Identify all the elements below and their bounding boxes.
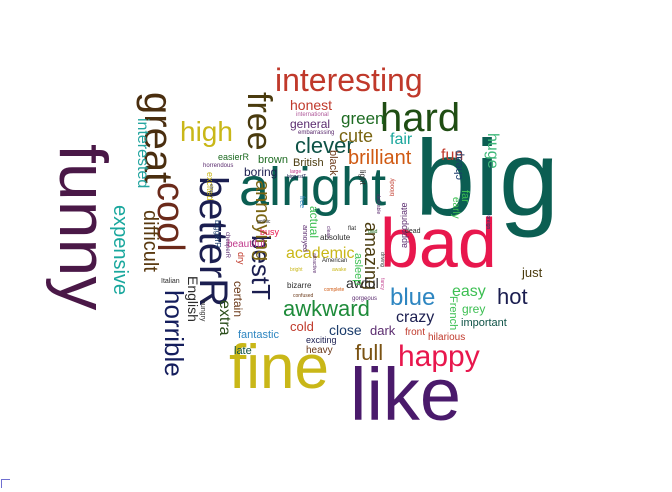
corner-marker — [1, 479, 10, 488]
word: awkward — [283, 296, 370, 321]
word: brown — [258, 154, 288, 166]
word: embarrassing — [298, 130, 335, 136]
word: gorgeous — [352, 296, 378, 302]
word: huge — [484, 133, 501, 169]
word: high — [180, 116, 233, 147]
word: actual — [307, 206, 321, 239]
word: crazy — [396, 309, 435, 326]
word: interesting — [275, 62, 423, 98]
word: dead — [405, 228, 421, 235]
word: fair — [390, 131, 413, 148]
word: annoyed — [301, 225, 308, 252]
word: empty — [208, 184, 214, 198]
word: easierR — [218, 152, 250, 162]
word: attractive — [311, 253, 317, 274]
word: bad — [380, 204, 497, 282]
word: clean — [325, 226, 331, 238]
word: brilliant — [348, 147, 412, 169]
word: French — [447, 296, 459, 331]
word: awake — [332, 267, 347, 273]
word: full — [355, 340, 384, 365]
word: academic — [286, 245, 355, 262]
word: cheaperR — [224, 232, 230, 259]
word: late — [234, 345, 252, 357]
word: green — [341, 109, 385, 128]
word: front — [405, 327, 426, 338]
word: exciting — [306, 335, 337, 345]
word: expensive — [109, 205, 131, 296]
word: appropriate — [399, 202, 409, 248]
word: blue — [390, 284, 436, 311]
word: beautiful — [227, 239, 265, 250]
word: desirable — [375, 194, 381, 215]
word: asleep — [352, 253, 364, 286]
word: important — [461, 317, 507, 329]
word: absolute — [320, 233, 351, 242]
word: horrible — [159, 290, 189, 377]
word: honest — [290, 97, 333, 113]
word: big — [415, 117, 560, 238]
word: certain — [231, 281, 245, 318]
word: fine — [229, 333, 329, 402]
word: American — [322, 258, 348, 264]
word: cute — [339, 126, 374, 146]
word: biggestT — [287, 174, 307, 180]
word: complete — [324, 287, 345, 293]
word: early — [450, 197, 461, 219]
word: free — [298, 196, 305, 209]
word: foreign — [485, 214, 491, 230]
word: horrendous — [203, 163, 234, 169]
word: flat — [348, 226, 357, 232]
word: black — [327, 150, 339, 176]
word: just — [522, 265, 543, 280]
word: bloody — [390, 178, 396, 196]
word: easy — [452, 283, 486, 300]
word: interested — [134, 118, 151, 189]
word: like — [350, 353, 462, 436]
word: happy — [398, 340, 480, 373]
word: alright — [239, 157, 387, 217]
word: close — [329, 322, 362, 338]
word: clever — [295, 133, 354, 158]
word: fun — [441, 147, 464, 164]
word: international — [296, 112, 329, 118]
word: general — [290, 117, 331, 131]
word: hot — [497, 284, 528, 309]
word: cold — [290, 319, 314, 334]
word: Italian — [161, 278, 180, 285]
word: dry — [236, 252, 246, 265]
word: large — [290, 169, 302, 175]
word: English — [185, 276, 201, 322]
word: grey — [462, 302, 486, 316]
word: extra — [216, 300, 233, 336]
word: dark — [370, 323, 396, 338]
word: funny — [45, 144, 121, 311]
word: free — [240, 92, 278, 151]
word: confused — [293, 293, 314, 299]
word: hilarious — [428, 332, 466, 343]
word: British — [293, 157, 324, 169]
word: hard — [380, 96, 461, 140]
word: driving — [379, 252, 385, 267]
word: bizarre — [287, 281, 312, 290]
word: biggerR — [213, 220, 222, 249]
word: light — [358, 170, 367, 185]
word: cheap — [453, 150, 465, 180]
word: boring — [244, 165, 278, 179]
word: glad — [368, 229, 378, 235]
word: gothic — [257, 219, 271, 225]
word: difficult — [139, 210, 161, 272]
word: busy — [260, 227, 280, 237]
word: fancy — [379, 278, 385, 290]
word: heavy — [306, 345, 333, 356]
word: awful — [346, 275, 379, 291]
word: hungry — [199, 300, 206, 322]
word: fantastic — [238, 329, 279, 341]
word: bright — [290, 267, 303, 273]
